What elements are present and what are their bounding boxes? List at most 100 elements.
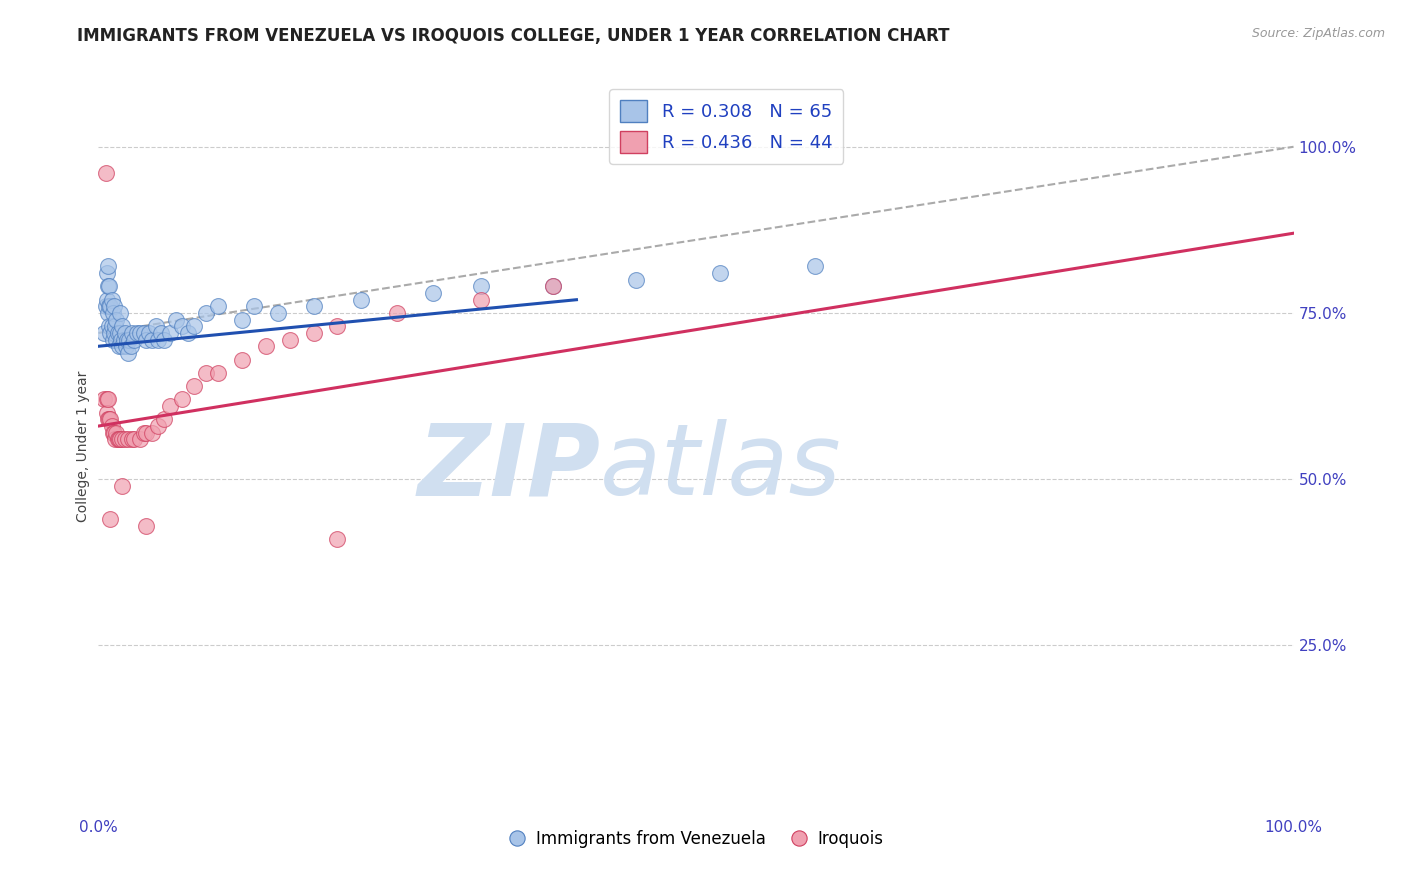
Point [159,399,181,413]
Point [93,326,115,340]
Point [125,326,148,340]
Point [148,419,170,434]
Point [165,312,187,326]
Legend: Immigrants from Venezuela, Iroquois: Immigrants from Venezuela, Iroquois [502,823,890,855]
Point [108,326,131,340]
Point [129,326,152,340]
Point [470,293,492,307]
Text: ZIP: ZIP [418,419,600,516]
Point [98,412,122,426]
Point [135,425,157,440]
Point [117,346,139,360]
Point [541,279,564,293]
Point [132,326,155,340]
Point [103,299,125,313]
Point [98,326,122,340]
Point [138,326,160,340]
Point [422,286,444,301]
Point [103,326,125,340]
Point [207,299,229,313]
Point [114,326,136,340]
Point [98,319,121,334]
Point [804,260,827,274]
Point [107,339,129,353]
Point [114,433,136,447]
Point [98,412,121,426]
Point [278,333,301,347]
Point [101,425,124,440]
Point [111,479,134,493]
Point [100,293,122,307]
Point [97,392,120,407]
Point [96,293,118,307]
Point [97,306,120,320]
Point [97,260,120,274]
Text: IMMIGRANTS FROM VENEZUELA VS IROQUOIS COLLEGE, UNDER 1 YEAR CORRELATION CHART: IMMIGRANTS FROM VENEZUELA VS IROQUOIS CO… [77,27,950,45]
Point [183,319,205,334]
Point [135,333,157,347]
Point [195,366,218,380]
Point [98,279,121,293]
Point [107,433,129,447]
Point [101,333,124,347]
Point [100,419,122,434]
Text: atlas: atlas [600,419,842,516]
Point [115,333,138,347]
Point [96,266,118,280]
Point [117,433,139,447]
Point [129,433,152,447]
Point [100,319,122,334]
Point [111,319,134,334]
Point [541,279,564,293]
Point [108,306,131,320]
Point [132,425,155,440]
Point [172,392,194,407]
Point [98,299,121,313]
Point [94,166,117,180]
Point [626,273,648,287]
Point [207,366,229,380]
Point [110,333,132,347]
Point [183,379,205,393]
Point [96,392,118,407]
Point [153,333,176,347]
Point [107,433,129,447]
Point [145,319,167,334]
Point [121,433,143,447]
Point [470,279,492,293]
Point [97,412,120,426]
Point [124,333,146,347]
Point [107,326,129,340]
Point [153,412,176,426]
Point [108,433,131,447]
Point [93,392,115,407]
Point [302,326,325,340]
Point [124,433,146,447]
Point [326,532,349,546]
Point [96,406,118,420]
Point [231,312,253,326]
Point [94,299,117,313]
Point [104,319,127,334]
Point [350,293,373,307]
Point [105,425,128,440]
Point [195,306,218,320]
Point [121,326,143,340]
Point [135,518,157,533]
Point [97,279,120,293]
Point [104,433,127,447]
Point [118,333,141,347]
Point [148,333,170,347]
Point [141,333,163,347]
Point [254,339,277,353]
Point [159,326,181,340]
Point [141,425,163,440]
Point [243,299,266,313]
Point [103,425,125,440]
Point [302,299,325,313]
Point [177,326,200,340]
Point [105,333,128,347]
Point [98,299,122,313]
Point [115,339,138,353]
Point [101,306,124,320]
